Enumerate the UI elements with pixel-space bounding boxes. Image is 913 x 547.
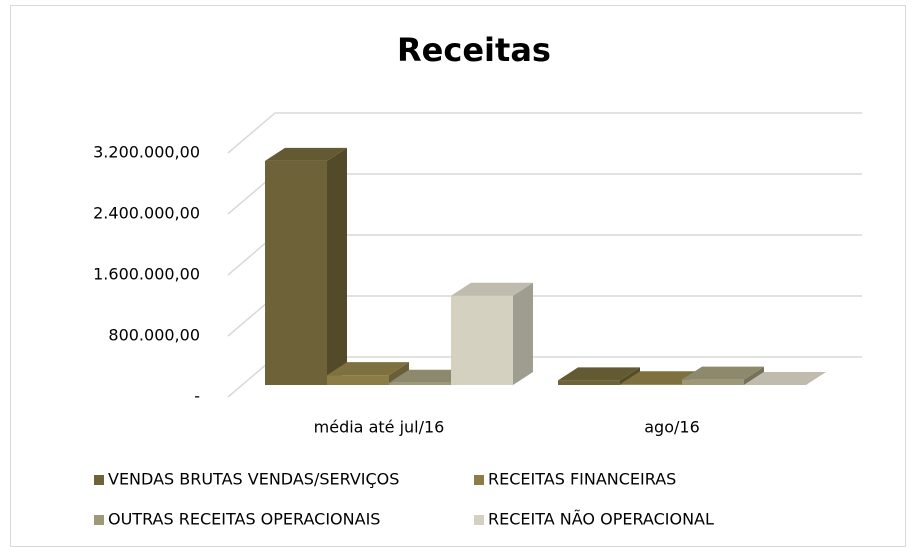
chart-title: Receitas bbox=[397, 31, 551, 69]
y-tick-label: 800.000,00 bbox=[108, 326, 200, 345]
bar-top bbox=[451, 282, 533, 296]
bar-front bbox=[265, 160, 327, 385]
legend-swatch bbox=[474, 475, 484, 485]
grid-line bbox=[227, 112, 862, 154]
legend-swatch bbox=[94, 515, 104, 525]
bar bbox=[265, 147, 347, 385]
bar-top bbox=[744, 372, 826, 385]
bar bbox=[682, 366, 764, 385]
legend-label: VENDAS BRUTAS VENDAS/SERVIÇOS bbox=[108, 470, 399, 489]
bar-side bbox=[620, 367, 640, 385]
legend-label: RECEITAS FINANCEIRAS bbox=[488, 470, 676, 489]
bar bbox=[451, 282, 533, 385]
bar-front bbox=[327, 375, 389, 385]
bar-side bbox=[389, 362, 409, 385]
y-tick-label: 1.600.000,00 bbox=[93, 265, 200, 284]
bar bbox=[744, 372, 826, 385]
legend-label: OUTRAS RECEITAS OPERACIONAIS bbox=[108, 510, 380, 529]
legend-label: RECEITA NÃO OPERACIONAL bbox=[488, 510, 714, 529]
bar-front bbox=[620, 384, 682, 385]
y-tick-label: 2.400.000,00 bbox=[93, 204, 200, 223]
bar-top bbox=[558, 367, 640, 381]
bar-top bbox=[265, 147, 347, 161]
bar-top bbox=[389, 369, 471, 383]
legend-swatch bbox=[474, 515, 484, 525]
bar-front bbox=[558, 380, 620, 385]
bar-front bbox=[451, 295, 513, 385]
bar bbox=[558, 367, 640, 385]
bar-top bbox=[327, 362, 409, 376]
bar-top bbox=[682, 366, 764, 380]
bar-top bbox=[620, 371, 702, 385]
x-tick-label: ago/16 bbox=[644, 418, 700, 437]
bar-side bbox=[744, 366, 764, 385]
bar-front bbox=[389, 382, 451, 385]
bar-side bbox=[513, 282, 533, 385]
bar-front bbox=[682, 379, 744, 385]
legend-swatch bbox=[94, 475, 104, 485]
y-tick-label: - bbox=[194, 387, 200, 406]
bar bbox=[327, 362, 409, 385]
x-tick-label: média até jul/16 bbox=[314, 418, 445, 437]
y-tick-label: 3.200.000,00 bbox=[93, 143, 200, 162]
bar-side bbox=[327, 147, 347, 385]
chart-border bbox=[10, 5, 906, 547]
